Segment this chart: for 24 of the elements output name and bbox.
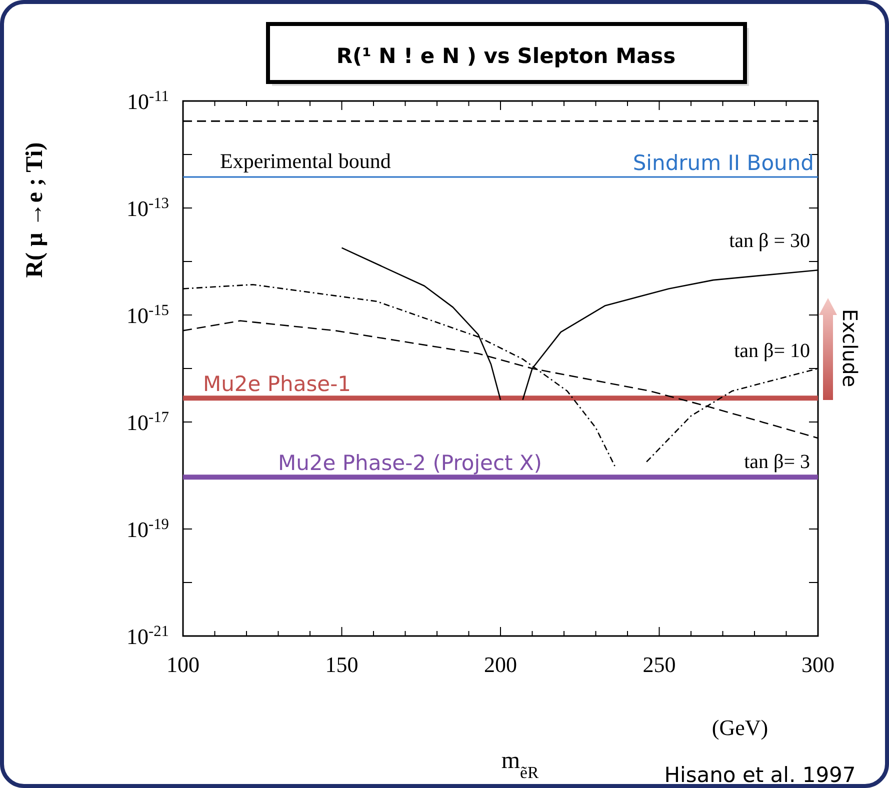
- y-axis-title: R( µ →e ; Ti): [22, 142, 48, 278]
- x-tick-label: 150: [325, 652, 358, 677]
- y-tick-label: 10$^{-13}$: [126, 194, 170, 221]
- text: Exclude: [838, 308, 862, 388]
- text: (GeV): [712, 715, 768, 740]
- ref-line-label: Sindrum II Bound: [632, 150, 814, 175]
- ref-line-label: Mu2e Phase-2 (Project X): [278, 451, 542, 476]
- y-tick-label: 10$^{-19}$: [126, 516, 170, 542]
- x-tick-label: 200: [484, 652, 517, 677]
- y-tick-label: 10$^{-21}$: [126, 622, 169, 649]
- text: Hisano et al. 1997: [664, 763, 856, 787]
- x-axis-title: m$_{ẽR}$: [501, 748, 540, 782]
- annotation: tan β = 30: [729, 230, 810, 252]
- y-tick-label: 10$^{-11}$: [127, 88, 169, 114]
- chart-title: R(¹ N ! e N ) vs Slepton Mass: [336, 44, 676, 68]
- x-tick-label: 100: [166, 652, 200, 677]
- y-tick-label: 10$^{-15}$: [126, 302, 170, 328]
- ref-line-label: Mu2e Phase-1: [203, 372, 352, 396]
- annotation: Experimental bound: [220, 149, 392, 173]
- annotation: tan β= 3: [744, 451, 810, 473]
- x-tick-label: 300: [802, 652, 834, 677]
- y-tick-label: 10$^{-17}$: [126, 408, 170, 435]
- annotation: tan β= 10: [734, 340, 810, 362]
- x-tick-label: 250: [642, 652, 676, 677]
